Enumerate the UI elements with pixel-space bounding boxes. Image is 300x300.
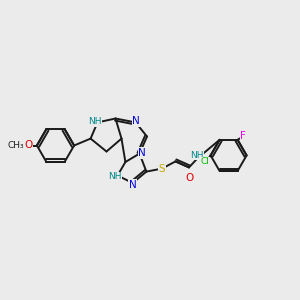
Text: NH: NH	[190, 151, 204, 160]
Text: N: N	[132, 116, 140, 126]
Text: S: S	[159, 164, 165, 174]
Text: O: O	[24, 140, 33, 151]
Text: NH: NH	[88, 117, 101, 126]
Text: N: N	[129, 180, 136, 190]
Text: NH: NH	[108, 172, 121, 181]
Text: CH₃: CH₃	[8, 141, 24, 150]
Text: N: N	[138, 148, 146, 158]
Text: Cl: Cl	[201, 158, 210, 166]
Text: F: F	[240, 131, 246, 141]
Text: O: O	[185, 173, 194, 183]
